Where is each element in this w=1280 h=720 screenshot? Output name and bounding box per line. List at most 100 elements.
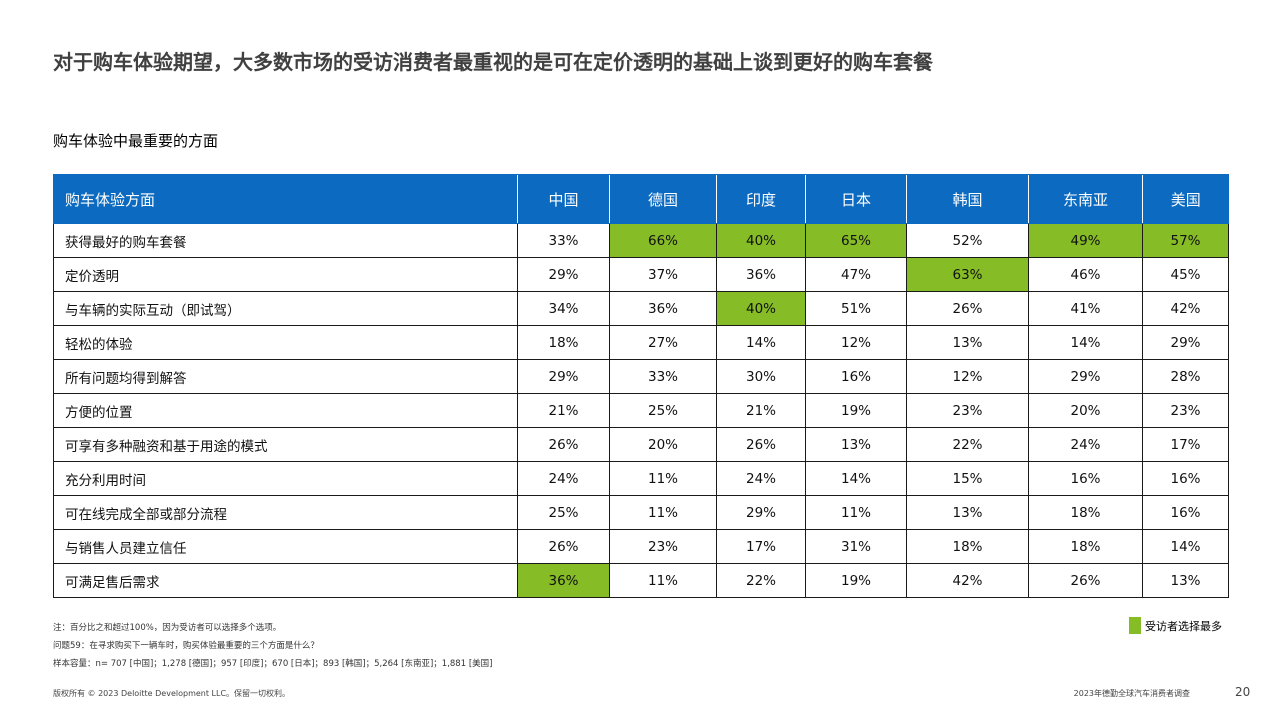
table-row: 轻松的体验 18% 27% 14% 12% 13% 14% 29%	[53, 325, 1229, 360]
value-cell: 22%	[906, 427, 1029, 462]
value-cell: 16%	[1142, 461, 1229, 496]
value-cell: 65%	[805, 223, 907, 258]
row-label: 充分利用时间	[53, 461, 518, 496]
report-name: 2023年德勤全球汽车消费者调查	[1073, 689, 1190, 698]
value-cell: 46%	[1028, 257, 1143, 292]
value-cell: 28%	[1142, 359, 1229, 394]
value-cell: 36%	[609, 291, 717, 326]
table-subtitle: 购车体验中最重要的方面	[53, 132, 219, 150]
legend-swatch	[1129, 617, 1141, 634]
row-label: 定价透明	[53, 257, 518, 292]
value-cell: 51%	[805, 291, 907, 326]
question-text: 问题59：在寻求购买下一辆车时，购买体验最重要的三个方面是什么？	[53, 641, 319, 651]
value-cell: 14%	[1142, 529, 1229, 564]
value-cell: 19%	[805, 393, 907, 428]
value-cell: 26%	[906, 291, 1029, 326]
row-label: 与车辆的实际互动（即试驾）	[53, 291, 518, 326]
value-cell: 18%	[1028, 495, 1143, 530]
header-korea: 韩国	[906, 174, 1029, 224]
header-china: 中国	[517, 174, 610, 224]
value-cell: 22%	[716, 563, 806, 598]
value-cell: 30%	[716, 359, 806, 394]
value-cell: 40%	[716, 291, 806, 326]
value-cell: 16%	[1028, 461, 1143, 496]
value-cell: 15%	[906, 461, 1029, 496]
header-india: 印度	[716, 174, 806, 224]
value-cell: 33%	[609, 359, 717, 394]
value-cell: 24%	[716, 461, 806, 496]
note-text: 注：百分比之和超过100%，因为受访者可以选择多个选项。	[53, 623, 282, 633]
value-cell: 11%	[609, 563, 717, 598]
table-row: 可享有多种融资和基于用途的模式 26% 20% 26% 13% 22% 24% 17%	[53, 427, 1229, 462]
row-label: 获得最好的购车套餐	[53, 223, 518, 258]
value-cell: 24%	[1028, 427, 1143, 462]
header-germany: 德国	[609, 174, 717, 224]
row-label: 可在线完成全部或部分流程	[53, 495, 518, 530]
value-cell: 41%	[1028, 291, 1143, 326]
value-cell: 27%	[609, 325, 717, 360]
value-cell: 18%	[1028, 529, 1143, 564]
purchase-experience-table: 购车体验方面 中国 德国 印度 日本 韩国 东南亚 美国 获得最好的购车套餐 33…	[53, 174, 1229, 598]
value-cell: 40%	[716, 223, 806, 258]
table-row: 与销售人员建立信任 26% 23% 17% 31% 18% 18% 14%	[53, 529, 1229, 564]
copyright: 版权所有 © 2023 Deloitte Development LLC。保留一…	[53, 689, 291, 698]
notes: 注：百分比之和超过100%，因为受访者可以选择多个选项。 问题59：在寻求购买下…	[53, 619, 492, 673]
value-cell: 57%	[1142, 223, 1229, 258]
table-row: 定价透明 29% 37% 36% 47% 63% 46% 45%	[53, 257, 1229, 292]
value-cell: 11%	[609, 495, 717, 530]
table-row: 可满足售后需求 36% 11% 22% 19% 42% 26% 13%	[53, 563, 1229, 598]
value-cell: 33%	[517, 223, 610, 258]
value-cell: 37%	[609, 257, 717, 292]
row-label: 所有问题均得到解答	[53, 359, 518, 394]
row-label: 可享有多种融资和基于用途的模式	[53, 427, 518, 462]
value-cell: 20%	[609, 427, 717, 462]
row-label: 与销售人员建立信任	[53, 529, 518, 564]
table-row: 方便的位置 21% 25% 21% 19% 23% 20% 23%	[53, 393, 1229, 428]
sample-size-text: 样本容量：n= 707 [中国]；1,278 [德国]；957 [印度]；670…	[53, 659, 493, 669]
value-cell: 26%	[517, 529, 610, 564]
value-cell: 13%	[805, 427, 907, 462]
value-cell: 14%	[1028, 325, 1143, 360]
header-japan: 日本	[805, 174, 907, 224]
table-row: 所有问题均得到解答 29% 33% 30% 16% 12% 29% 28%	[53, 359, 1229, 394]
value-cell: 29%	[517, 359, 610, 394]
row-label: 轻松的体验	[53, 325, 518, 360]
value-cell: 17%	[716, 529, 806, 564]
value-cell: 13%	[906, 325, 1029, 360]
table-header-row: 购车体验方面 中国 德国 印度 日本 韩国 东南亚 美国	[53, 174, 1229, 224]
value-cell: 42%	[906, 563, 1029, 598]
value-cell: 42%	[1142, 291, 1229, 326]
value-cell: 52%	[906, 223, 1029, 258]
page-title: 对于购车体验期望，大多数市场的受访消费者最重视的是可在定价透明的基础上谈到更好的…	[53, 50, 933, 74]
value-cell: 12%	[805, 325, 907, 360]
header-aspect: 购车体验方面	[53, 174, 518, 224]
value-cell: 26%	[517, 427, 610, 462]
value-cell: 36%	[517, 563, 610, 598]
value-cell: 25%	[517, 495, 610, 530]
value-cell: 26%	[1028, 563, 1143, 598]
value-cell: 23%	[1142, 393, 1229, 428]
table-row: 获得最好的购车套餐 33% 66% 40% 65% 52% 49% 57%	[53, 223, 1229, 258]
value-cell: 16%	[805, 359, 907, 394]
value-cell: 14%	[716, 325, 806, 360]
value-cell: 31%	[805, 529, 907, 564]
row-label: 方便的位置	[53, 393, 518, 428]
value-cell: 63%	[906, 257, 1029, 292]
value-cell: 29%	[517, 257, 610, 292]
value-cell: 19%	[805, 563, 907, 598]
value-cell: 34%	[517, 291, 610, 326]
value-cell: 21%	[716, 393, 806, 428]
value-cell: 20%	[1028, 393, 1143, 428]
value-cell: 23%	[609, 529, 717, 564]
legend-label: 受访者选择最多	[1145, 619, 1222, 633]
value-cell: 12%	[906, 359, 1029, 394]
value-cell: 25%	[609, 393, 717, 428]
value-cell: 23%	[906, 393, 1029, 428]
value-cell: 11%	[609, 461, 717, 496]
legend: 受访者选择最多	[1129, 617, 1222, 634]
value-cell: 18%	[906, 529, 1029, 564]
value-cell: 29%	[1028, 359, 1143, 394]
page-number: 20	[1235, 685, 1251, 699]
value-cell: 18%	[517, 325, 610, 360]
header-usa: 美国	[1142, 174, 1229, 224]
